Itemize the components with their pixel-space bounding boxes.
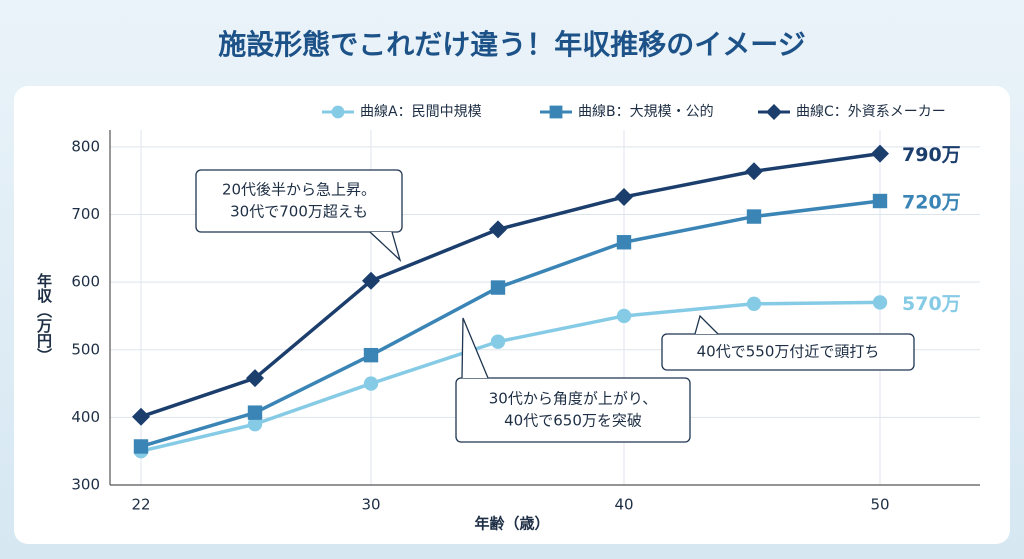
point xyxy=(362,271,380,290)
point xyxy=(490,334,506,349)
value-label: 790万 xyxy=(902,144,961,166)
legend-label: 曲線B：大規模・公的 xyxy=(578,104,714,120)
point xyxy=(363,347,379,363)
x-axis-label: 年齢（歳） xyxy=(474,515,549,533)
point xyxy=(331,105,345,119)
value-label: 720万 xyxy=(902,192,961,214)
annotation: 30代で700万超えも xyxy=(230,203,368,221)
point xyxy=(489,220,507,239)
point xyxy=(133,439,149,454)
callout-box xyxy=(455,377,691,443)
point xyxy=(745,162,763,181)
point xyxy=(616,235,632,250)
x-tick-label: 30 xyxy=(361,496,380,514)
point xyxy=(746,209,762,224)
annotation: 40代で550万付近で頭打ち xyxy=(697,343,880,361)
annotation: 20代後半から急上昇。 xyxy=(222,181,376,199)
value-label: 570万 xyxy=(902,293,961,315)
point xyxy=(616,308,632,324)
callout-box xyxy=(195,169,403,233)
chart-title: 施設形態でこれだけ違う！年収推移のイメージ xyxy=(218,28,805,61)
point xyxy=(872,295,888,310)
y-tick-label: 500 xyxy=(71,340,100,358)
point xyxy=(363,376,379,391)
callout-tail xyxy=(694,314,719,335)
point xyxy=(549,105,563,119)
x-tick-label: 22 xyxy=(131,496,150,514)
x-tick-label: 50 xyxy=(870,496,889,514)
y-axis-label: 年収（万円） xyxy=(35,272,53,363)
annotation: 30代から角度が上がり、 xyxy=(489,390,658,408)
point xyxy=(746,296,762,311)
legend-label: 曲線C：外資系メーカー xyxy=(796,104,946,120)
legend-label: 曲線A：民間中規模 xyxy=(360,104,482,120)
point xyxy=(247,416,263,432)
point xyxy=(872,193,888,209)
callout-tail xyxy=(461,317,489,379)
point xyxy=(132,407,150,426)
point xyxy=(247,405,263,420)
point xyxy=(871,144,889,163)
y-tick-label: 700 xyxy=(71,205,100,223)
point xyxy=(615,187,633,206)
y-tick-label: 600 xyxy=(71,273,100,291)
callout-box xyxy=(661,333,915,371)
point xyxy=(766,104,782,120)
callout-tail xyxy=(369,231,402,263)
annotation: 40代で650万を突破 xyxy=(504,412,642,430)
x-tick-label: 40 xyxy=(614,496,633,514)
point xyxy=(490,280,506,295)
y-tick-label: 800 xyxy=(71,137,100,155)
point xyxy=(246,369,264,388)
y-tick-label: 400 xyxy=(71,408,100,426)
y-tick-label: 300 xyxy=(71,476,100,494)
